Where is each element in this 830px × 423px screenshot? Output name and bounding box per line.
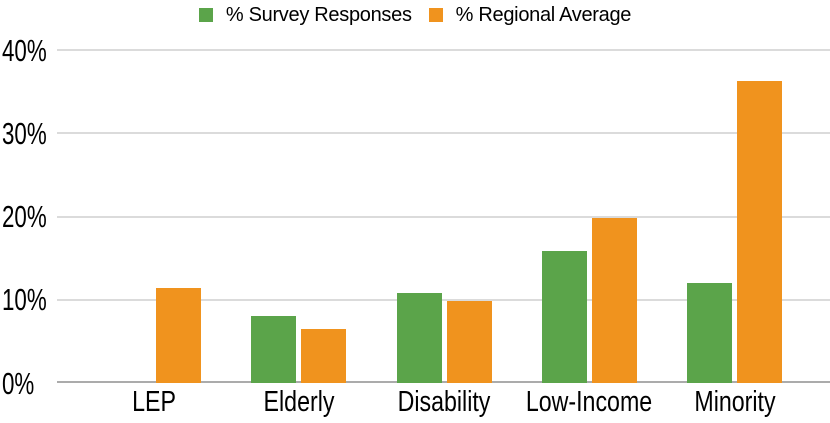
legend-item-survey-responses: % Survey Responses	[198, 4, 412, 26]
bar-elderly-survey-responses	[251, 316, 297, 383]
x-axis-category-label: Elderly	[263, 386, 335, 418]
y-axis-tick-label: 10%	[2, 282, 47, 318]
gridline	[57, 215, 830, 218]
gridline	[57, 49, 830, 51]
y-axis-tick-label: 40%	[2, 32, 47, 68]
y-axis-tick-label: 30%	[2, 115, 47, 151]
legend-label-regional-average: % Regional Average	[455, 4, 632, 26]
bar-low-income-regional-average	[591, 218, 637, 383]
bar-low-income-survey-responses	[541, 250, 587, 383]
bar-lep-regional-average	[156, 288, 201, 383]
bar-minority-survey-responses	[687, 283, 732, 383]
x-axis-category-label: LEP	[131, 386, 176, 418]
x-axis-category-label: Disability	[397, 386, 491, 418]
y-axis-tick-label: 0%	[2, 365, 35, 401]
y-axis-tick-label: 20%	[2, 199, 47, 234]
bar-disability-regional-average	[446, 300, 492, 383]
x-axis-category-label: Low-Income	[526, 386, 653, 418]
bar-elderly-regional-average	[301, 328, 347, 383]
chart-legend: % Survey Responses % Regional Average	[0, 3, 830, 27]
x-axis-line	[57, 381, 830, 384]
legend-item-regional-average: % Regional Average	[428, 4, 632, 26]
legend-swatch-regional-average	[428, 8, 443, 22]
bar-minority-regional-average	[737, 80, 782, 383]
x-axis-category-label: Minority	[693, 386, 776, 418]
legend-label-survey-responses: % Survey Responses	[225, 4, 412, 26]
bar-disability-survey-responses	[396, 293, 442, 383]
gridline	[57, 132, 830, 135]
legend-swatch-survey-responses	[198, 8, 213, 22]
gridline	[57, 298, 830, 301]
